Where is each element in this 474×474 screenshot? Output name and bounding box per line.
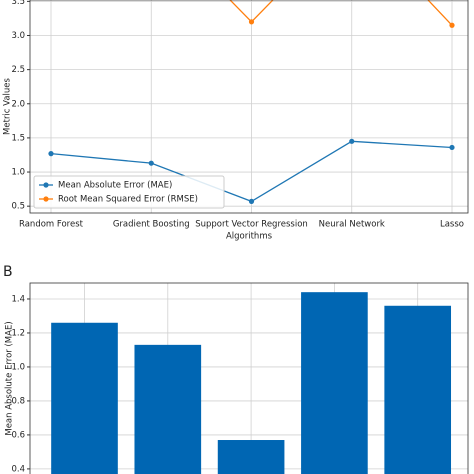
x-tick-label: Random Forest (19, 220, 84, 230)
y-tick-label: 2.0 (11, 99, 25, 109)
point (449, 144, 455, 151)
bar (384, 305, 452, 474)
legend-box (33, 175, 225, 209)
y-tick-label: 0.4 (11, 464, 25, 474)
panel-label: B (3, 264, 13, 280)
point (349, 138, 355, 144)
point (48, 151, 54, 157)
y-tick-label: 0.5 (11, 202, 25, 212)
plot-frame (29, 0, 469, 214)
plot-frame (29, 282, 469, 474)
y-tick-label: 2.5 (11, 65, 25, 75)
legend-marker (43, 196, 49, 202)
x-tick-label: Lasso (440, 220, 464, 230)
y-tick-label: 3.5 (11, 0, 25, 7)
bar (134, 344, 202, 474)
bar (301, 292, 368, 474)
y-tick-label: 1.2 (11, 328, 25, 338)
y-tick-label: 1.0 (11, 362, 25, 372)
y-axis-label: Mean Absolute Error (MAE) (5, 321, 15, 435)
point (248, 198, 255, 204)
point (148, 160, 154, 166)
y-tick-label: 0.6 (11, 430, 25, 440)
y-tick-label: 0.8 (11, 396, 25, 406)
y-tick-label: 1.4 (11, 294, 25, 304)
y-tick-label: 1.0 (11, 168, 25, 178)
point (248, 19, 255, 25)
y-axis-label: Metric Values (3, 77, 13, 134)
point (449, 22, 455, 28)
x-tick-label: Support Vector Regression (195, 220, 308, 230)
legend-label: Mean Absolute Error (MAE) (58, 181, 172, 191)
bar (217, 440, 285, 474)
x-tick-label: Neural Network (319, 220, 385, 230)
legend-marker (43, 182, 49, 188)
plot-area (48, 0, 455, 204)
legend-label: Root Mean Squared Error (RMSE) (58, 195, 198, 205)
y-tick-label: 1.5 (11, 133, 25, 143)
x-tick-label: Gradient Boosting (113, 220, 190, 230)
bar (51, 322, 118, 474)
y-tick-label: 3.0 (11, 31, 25, 41)
x-axis-label: Algorithms (226, 232, 273, 242)
